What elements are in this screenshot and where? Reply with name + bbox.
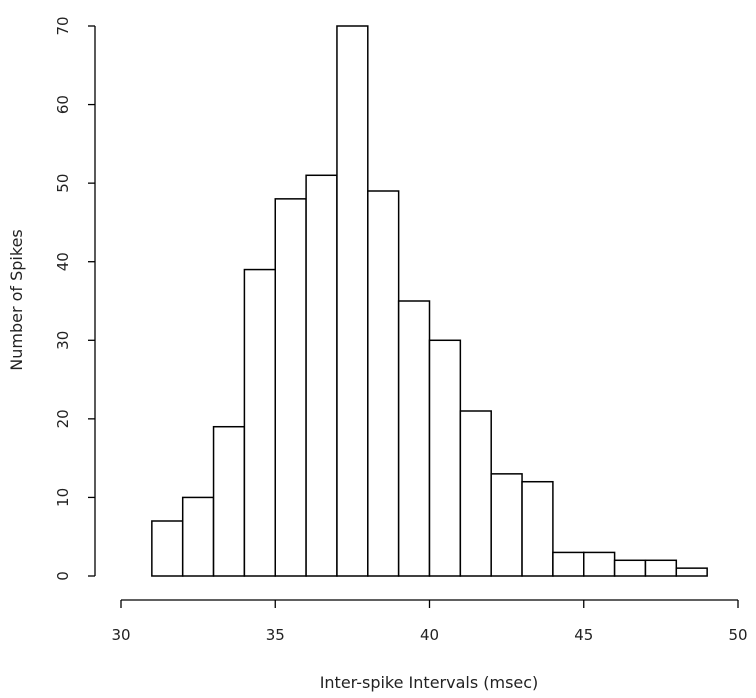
y-tick-label-0: 0 [54,571,72,581]
histogram-bar-4 [274,198,307,577]
x-tick-label-3: 45 [574,626,593,644]
y-tick-label-1: 10 [54,488,72,507]
histogram-bar-16 [644,559,678,577]
histogram-bar-17 [675,567,708,577]
histogram-bar-14 [583,551,616,577]
x-tick-label-0: 30 [111,626,130,644]
histogram-bars [151,25,708,577]
x-tick-label-2: 40 [420,626,439,644]
y-tick-label-7: 70 [54,16,72,35]
histogram-bar-11 [490,473,523,577]
histogram-bar-12 [521,480,554,577]
histogram-bar-8 [397,300,431,577]
y-tick-label-4: 40 [54,252,72,271]
y-axis-title: Number of Spikes [7,229,26,371]
histogram-bar-0 [151,520,184,577]
histogram-bar-13 [552,551,585,577]
x-axis: 30 35 40 45 50 [111,599,748,644]
x-tick-label-4: 50 [728,626,747,644]
histogram-bar-6 [336,25,369,577]
histogram-bar-9 [428,339,462,577]
histogram-bar-1 [181,496,215,577]
histogram-bar-10 [459,410,492,577]
y-tick-label-3: 30 [54,331,72,350]
histogram-bar-2 [212,425,246,577]
y-axis: 0 10 20 30 40 50 60 70 [54,16,96,581]
histogram-bar-15 [613,559,647,577]
y-tick-label-2: 20 [54,409,72,428]
histogram-bar-5 [305,174,338,577]
histogram-bar-7 [367,190,400,577]
histogram-bar-3 [243,268,276,577]
x-tick-label-1: 35 [266,626,285,644]
y-tick-label-5: 50 [54,174,72,193]
y-tick-label-6: 60 [54,95,72,114]
x-axis-title: Inter-spike Intervals (msec) [320,673,539,692]
